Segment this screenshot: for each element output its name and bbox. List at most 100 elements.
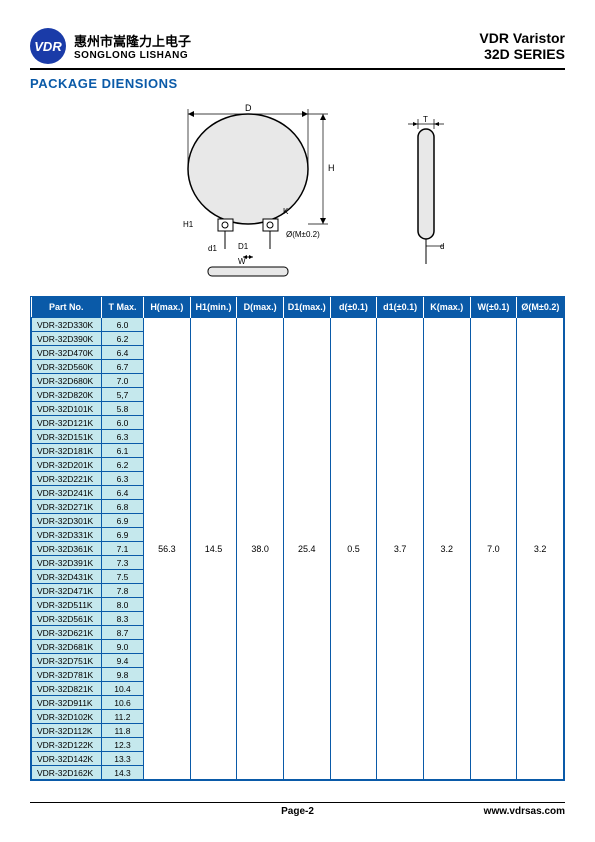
part-number-cell: VDR-32D361K: [32, 542, 102, 556]
col-header: K(max.): [423, 297, 470, 318]
part-number-cell: VDR-32D162K: [32, 766, 102, 780]
tmax-cell: 8.3: [102, 612, 144, 626]
tmax-cell: 7.3: [102, 556, 144, 570]
label-D: D: [245, 103, 252, 113]
part-number-cell: VDR-32D751K: [32, 654, 102, 668]
table-row: VDR-32D330K6.056.314.538.025.40.53.73.27…: [32, 318, 564, 332]
label-K: K: [283, 207, 289, 216]
tmax-cell: 6.0: [102, 416, 144, 430]
tmax-cell: 6.9: [102, 514, 144, 528]
col-header: Ø(M±0.2): [517, 297, 564, 318]
tmax-cell: 6.9: [102, 528, 144, 542]
tmax-cell: 13.3: [102, 752, 144, 766]
side-view-diagram: T d: [398, 114, 458, 274]
page-header: VDR 惠州市嵩隆力上电子 SONGLONG LISHANG VDR Varis…: [30, 28, 565, 70]
col-header: W(±0.1): [470, 297, 517, 318]
dimensions-table: Part No.T Max.H(max.)H1(min.)D(max.)D1(m…: [30, 296, 565, 781]
label-d1: d1: [208, 244, 217, 253]
tmax-cell: 11.8: [102, 724, 144, 738]
tmax-cell: 12.3: [102, 738, 144, 752]
tmax-cell: 7.1: [102, 542, 144, 556]
merged-value-cell: 25.4: [283, 318, 330, 780]
part-number-cell: VDR-32D301K: [32, 514, 102, 528]
tmax-cell: 7.0: [102, 374, 144, 388]
merged-value-cell: 3.7: [377, 318, 424, 780]
part-number-cell: VDR-32D561K: [32, 612, 102, 626]
tmax-cell: 6.1: [102, 444, 144, 458]
part-number-cell: VDR-32D821K: [32, 682, 102, 696]
label-d: d: [440, 242, 444, 251]
part-number-cell: VDR-32D142K: [32, 752, 102, 766]
part-number-cell: VDR-32D121K: [32, 416, 102, 430]
company-name-cn: 惠州市嵩隆力上电子: [74, 31, 191, 50]
tmax-cell: 5.8: [102, 402, 144, 416]
part-number-cell: VDR-32D112K: [32, 724, 102, 738]
merged-value-cell: 3.2: [517, 318, 564, 780]
tmax-cell: 6.0: [102, 318, 144, 332]
part-number-cell: VDR-32D221K: [32, 472, 102, 486]
tmax-cell: 6.2: [102, 332, 144, 346]
part-number-cell: VDR-32D201K: [32, 458, 102, 472]
part-number-cell: VDR-32D101K: [32, 402, 102, 416]
part-number-cell: VDR-32D102K: [32, 710, 102, 724]
part-number-cell: VDR-32D621K: [32, 626, 102, 640]
tmax-cell: 8.7: [102, 626, 144, 640]
label-H1: H1: [183, 220, 194, 229]
tmax-cell: 10.6: [102, 696, 144, 710]
tmax-cell: 6.7: [102, 360, 144, 374]
product-line2: 32D SERIES: [479, 46, 565, 62]
tmax-cell: 6.4: [102, 486, 144, 500]
tmax-cell: 6.4: [102, 346, 144, 360]
vdr-logo: VDR: [30, 28, 66, 64]
label-W: W: [238, 257, 246, 266]
part-number-cell: VDR-32D331K: [32, 528, 102, 542]
part-number-cell: VDR-32D122K: [32, 738, 102, 752]
part-number-cell: VDR-32D330K: [32, 318, 102, 332]
tmax-cell: 11.2: [102, 710, 144, 724]
tmax-cell: 7.8: [102, 584, 144, 598]
part-number-cell: VDR-32D471K: [32, 584, 102, 598]
col-header: Part No.: [32, 297, 102, 318]
part-number-cell: VDR-32D681K: [32, 640, 102, 654]
tmax-cell: 9.4: [102, 654, 144, 668]
tmax-cell: 6.8: [102, 500, 144, 514]
part-number-cell: VDR-32D560K: [32, 360, 102, 374]
part-number-cell: VDR-32D511K: [32, 598, 102, 612]
package-diagram: D H K H1 d1 D1 Ø(M±0.2) W: [30, 91, 565, 296]
part-number-cell: VDR-32D911K: [32, 696, 102, 710]
tmax-cell: 6.2: [102, 458, 144, 472]
product-title: VDR Varistor 32D SERIES: [479, 30, 565, 62]
merged-value-cell: 0.5: [330, 318, 377, 780]
tmax-cell: 6.3: [102, 472, 144, 486]
part-number-cell: VDR-32D820K: [32, 388, 102, 402]
tmax-cell: 10.4: [102, 682, 144, 696]
col-header: d(±0.1): [330, 297, 377, 318]
col-header: D(max.): [237, 297, 284, 318]
tmax-cell: 9.0: [102, 640, 144, 654]
merged-value-cell: 3.2: [423, 318, 470, 780]
page-footer: Page-2 www.vdrsas.com: [30, 802, 565, 817]
part-number-cell: VDR-32D151K: [32, 430, 102, 444]
part-number-cell: VDR-32D781K: [32, 668, 102, 682]
col-header: H(max.): [144, 297, 191, 318]
part-number-cell: VDR-32D271K: [32, 500, 102, 514]
section-title: PACKAGE DIENSIONS: [30, 76, 565, 91]
tmax-cell: 6.3: [102, 430, 144, 444]
col-header: T Max.: [102, 297, 144, 318]
product-line1: VDR Varistor: [479, 30, 565, 46]
part-number-cell: VDR-32D241K: [32, 486, 102, 500]
page-number: Page-2: [281, 806, 314, 817]
tmax-cell: 7.5: [102, 570, 144, 584]
col-header: D1(max.): [283, 297, 330, 318]
merged-value-cell: 38.0: [237, 318, 284, 780]
label-H: H: [328, 163, 335, 173]
merged-value-cell: 56.3: [144, 318, 191, 780]
label-M: Ø(M±0.2): [286, 230, 320, 239]
logo-block: VDR 惠州市嵩隆力上电子 SONGLONG LISHANG: [30, 28, 191, 64]
tmax-cell: 9.8: [102, 668, 144, 682]
tmax-cell: 8.0: [102, 598, 144, 612]
part-number-cell: VDR-32D431K: [32, 570, 102, 584]
front-view-diagram: D H K H1 d1 D1 Ø(M±0.2) W: [138, 99, 358, 289]
part-number-cell: VDR-32D181K: [32, 444, 102, 458]
label-T: T: [423, 115, 428, 124]
